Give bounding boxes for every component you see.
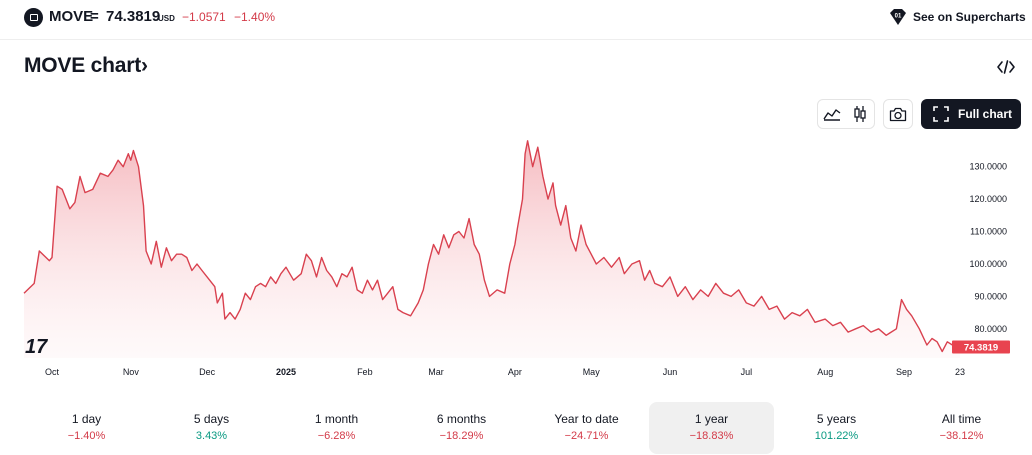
period-change: 101.22% [814,430,859,442]
period-change: −38.12% [939,430,984,442]
last-value-label: 74.3819 [964,343,998,354]
period-label: 1 day [71,412,102,426]
tradingview-logo: 17 [25,336,48,358]
x-tick-label: Nov [123,367,140,377]
period-label: Year to date [554,412,619,426]
y-tick-label: 120.0000 [969,194,1007,204]
area-style-button[interactable] [818,100,846,128]
camera-icon [889,107,907,121]
x-tick-label: 2025 [276,367,296,377]
area-style-icon [823,109,841,121]
period-tab-5-days[interactable]: 5 days 3.43% [149,402,274,454]
see-on-supercharts-link[interactable]: 01 See on Supercharts [889,8,1026,26]
period-tab-1-month[interactable]: 1 month −6.28% [274,402,399,454]
period-performance-bar: 1 day −1.40% 5 days 3.43% 1 month −6.28% 6 mon… [24,402,1024,454]
x-tick-label: May [583,367,601,377]
fullscreen-icon [933,106,949,122]
x-tick-label: Aug [817,367,833,377]
y-tick-label: 90.0000 [974,291,1007,301]
period-change: −18.29% [439,430,484,442]
chart-title[interactable]: MOVE chart› [24,54,148,78]
period-change: −24.71% [564,430,609,442]
candle-style-button[interactable] [846,100,874,128]
embed-code-icon[interactable] [996,57,1016,77]
x-tick-label: Jun [663,367,678,377]
period-change: −18.83% [689,430,734,442]
x-tick-label: Feb [357,367,373,377]
period-tab-all-time[interactable]: All time −38.12% [899,402,1024,454]
price-chart[interactable]: 80.0000 90.0000 100.0000 110.0000 120.0000 13… [0,140,1032,390]
supercharts-badge: 01 [895,14,902,20]
price-line [23,140,961,353]
symbol-name[interactable]: MOVE [49,8,94,25]
x-axis: Oct Nov Dec 2025 Feb Mar Apr May Jun Jul Aug Sep 23 [45,367,965,377]
chart-title-text: MOVE chart [24,54,142,77]
period-change: −1.40% [67,430,106,442]
x-tick-label: Sep [896,367,912,377]
period-tab-6-months[interactable]: 6 months −18.29% [399,402,524,454]
symbol-logo-icon [24,8,43,27]
x-tick-label: 23 [955,367,965,377]
chevron-right-icon: › [141,54,148,77]
period-tab-1-year[interactable]: 1 year −18.83% [649,402,774,454]
symbol-separator: = [90,8,99,25]
period-label: 1 month [314,412,359,426]
period-label: All time [941,412,982,426]
y-tick-label: 130.0000 [969,162,1007,172]
price-currency: USD [158,14,175,23]
period-label: 5 years [816,412,857,426]
period-change: −6.28% [317,430,356,442]
price-area-fill [24,140,960,358]
full-chart-button[interactable]: Full chart [921,99,1021,129]
supercharts-icon: 01 [890,9,906,25]
y-tick-label: 100.0000 [969,259,1007,269]
price-change-percent: −1.40% [234,10,276,24]
period-tab-1-day[interactable]: 1 day −1.40% [24,402,149,454]
y-tick-label: 80.0000 [974,324,1007,334]
x-tick-label: Oct [45,367,60,377]
period-label: 5 days [193,412,230,426]
period-tab-year-to-date[interactable]: Year to date −24.71% [524,402,649,454]
x-tick-label: Jul [741,367,753,377]
supercharts-label: See on Supercharts [913,10,1026,24]
full-chart-label: Full chart [958,107,1013,121]
period-label: 1 year [694,412,729,426]
candle-style-icon [854,106,866,122]
symbol-header: MOVE = 74.3819 USD −1.0571 −1.40% 01 See… [0,0,1032,40]
x-tick-label: Mar [428,367,444,377]
last-value-background [952,340,1010,354]
x-tick-label: Dec [199,367,216,377]
y-tick-label: 110.0000 [970,227,1007,237]
period-change: 3.43% [195,430,228,442]
chart-style-toggle [817,99,875,129]
period-tab-5-years[interactable]: 5 years 101.22% [774,402,899,454]
last-price: 74.3819 [106,8,161,25]
x-tick-label: Apr [508,367,522,377]
price-change: −1.0571 [182,10,226,24]
last-value-badge: 74.3819 [952,340,1010,354]
period-label: 6 months [436,412,487,426]
snapshot-button[interactable] [883,99,913,129]
y-axis: 80.0000 90.0000 100.0000 110.0000 120.0000 13… [969,162,1007,334]
